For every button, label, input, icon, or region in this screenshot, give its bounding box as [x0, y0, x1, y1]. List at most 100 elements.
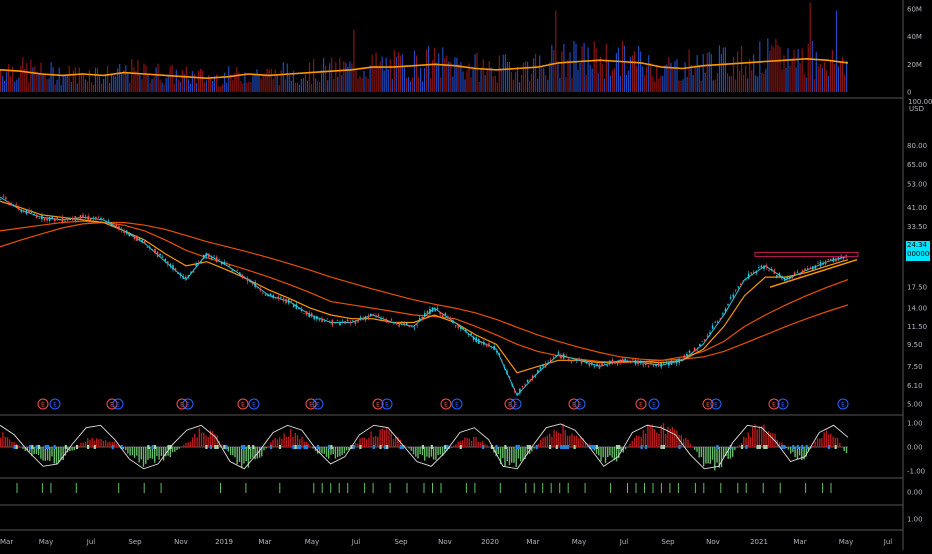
candle-body — [260, 289, 262, 291]
oscillator-state-dot — [618, 445, 620, 449]
oscillator-bar — [275, 438, 276, 447]
volume-bar — [297, 83, 298, 92]
oscillator-bar — [710, 447, 711, 464]
candle-body — [799, 274, 801, 276]
volume-bar — [590, 65, 591, 92]
oscillator-bar — [268, 446, 269, 447]
oscillator-state-dot — [783, 445, 785, 449]
volume-bar — [149, 83, 150, 92]
volume-bar — [501, 69, 502, 92]
candle-body — [113, 223, 115, 224]
price-axis-tick-label: 5.00 — [907, 401, 923, 409]
oscillator-bar — [417, 447, 418, 458]
volume-bar — [737, 51, 738, 92]
candle-body — [555, 355, 557, 356]
earnings-marker-label: E — [652, 402, 656, 409]
candle-body — [678, 359, 680, 363]
volume-bar — [436, 63, 437, 92]
oscillator-bar — [85, 442, 86, 447]
oscillator-bar — [123, 447, 124, 449]
volume-bar — [285, 79, 286, 92]
volume-bar — [628, 70, 629, 92]
oscillator-bar — [786, 447, 787, 448]
volume-bar — [723, 48, 724, 92]
oscillator-state-dot — [65, 445, 67, 449]
volume-bar — [89, 70, 90, 92]
volume-bar — [162, 83, 163, 92]
candle-body — [655, 364, 657, 366]
volume-bar — [789, 66, 790, 93]
candle-body — [676, 360, 678, 363]
volume-bar — [584, 43, 585, 92]
oscillator-bar — [83, 443, 84, 447]
volume-bar — [386, 58, 387, 92]
candle-body — [406, 323, 408, 325]
time-axis-tick-label: May — [39, 538, 53, 546]
candle-body — [77, 219, 79, 220]
volume-bar — [731, 76, 732, 92]
volume-bar — [642, 67, 643, 93]
oscillator-bar — [522, 447, 523, 460]
candle-body — [673, 362, 675, 363]
earnings-marker-label: E — [41, 402, 45, 409]
volume-bar — [808, 44, 809, 92]
candle-body — [470, 333, 472, 335]
volume-bar — [55, 84, 56, 92]
volume-bar — [40, 62, 41, 92]
last-price-sub: 000000 — [907, 250, 930, 259]
volume-bar — [388, 69, 389, 92]
volume-bar — [846, 61, 847, 92]
candle-body — [105, 223, 107, 224]
candle-body — [218, 259, 220, 260]
volume-bar — [598, 73, 599, 92]
volume-bar — [176, 70, 177, 92]
candle-body — [766, 266, 768, 268]
oscillator-bar — [732, 447, 733, 457]
volume-bar — [343, 61, 344, 92]
volume-bar — [28, 82, 29, 93]
oscillator-bar — [375, 436, 376, 447]
volume-bar — [454, 57, 455, 92]
volume-bar — [269, 70, 270, 92]
oscillator-bar — [562, 424, 563, 447]
candle-body — [203, 255, 205, 259]
volume-bar — [648, 55, 649, 92]
candle-body — [226, 263, 228, 264]
oscillator-bar — [545, 437, 546, 447]
oscillator-bar — [489, 446, 490, 447]
oscillator-bar — [504, 447, 505, 467]
volume-bar — [224, 73, 225, 92]
candle-body — [337, 320, 339, 321]
oscillator-bar — [377, 437, 378, 447]
volume-bar — [299, 85, 300, 92]
oscillator-bar — [665, 434, 666, 447]
oscillator-state-dot — [328, 445, 330, 449]
oscillator-bar — [636, 436, 637, 448]
volume-bar — [147, 75, 148, 92]
candle-body — [411, 326, 413, 327]
volume-bar — [271, 69, 272, 92]
oscillator-bar — [723, 447, 724, 458]
oscillator-state-dot — [591, 445, 593, 449]
oscillator-bar — [471, 441, 472, 447]
volume-bar — [103, 79, 104, 92]
oscillator-bar — [538, 444, 539, 447]
volume-bar — [543, 68, 544, 92]
volume-bar — [640, 52, 641, 93]
volume-bar — [620, 76, 621, 92]
volume-bar — [337, 77, 338, 92]
oscillator-bar — [433, 447, 434, 460]
volume-bar — [430, 79, 431, 93]
candle-body — [668, 362, 670, 366]
oscillator-bar — [812, 446, 813, 447]
price-axis-tick-label: 6.10 — [907, 382, 923, 390]
candle-body — [288, 299, 290, 303]
volume-bar — [329, 63, 330, 92]
volume-bar — [485, 75, 486, 92]
volume-bar — [503, 55, 504, 92]
volume-bar — [638, 46, 639, 92]
volume-bar — [305, 74, 306, 92]
oscillator-bar — [49, 447, 50, 461]
